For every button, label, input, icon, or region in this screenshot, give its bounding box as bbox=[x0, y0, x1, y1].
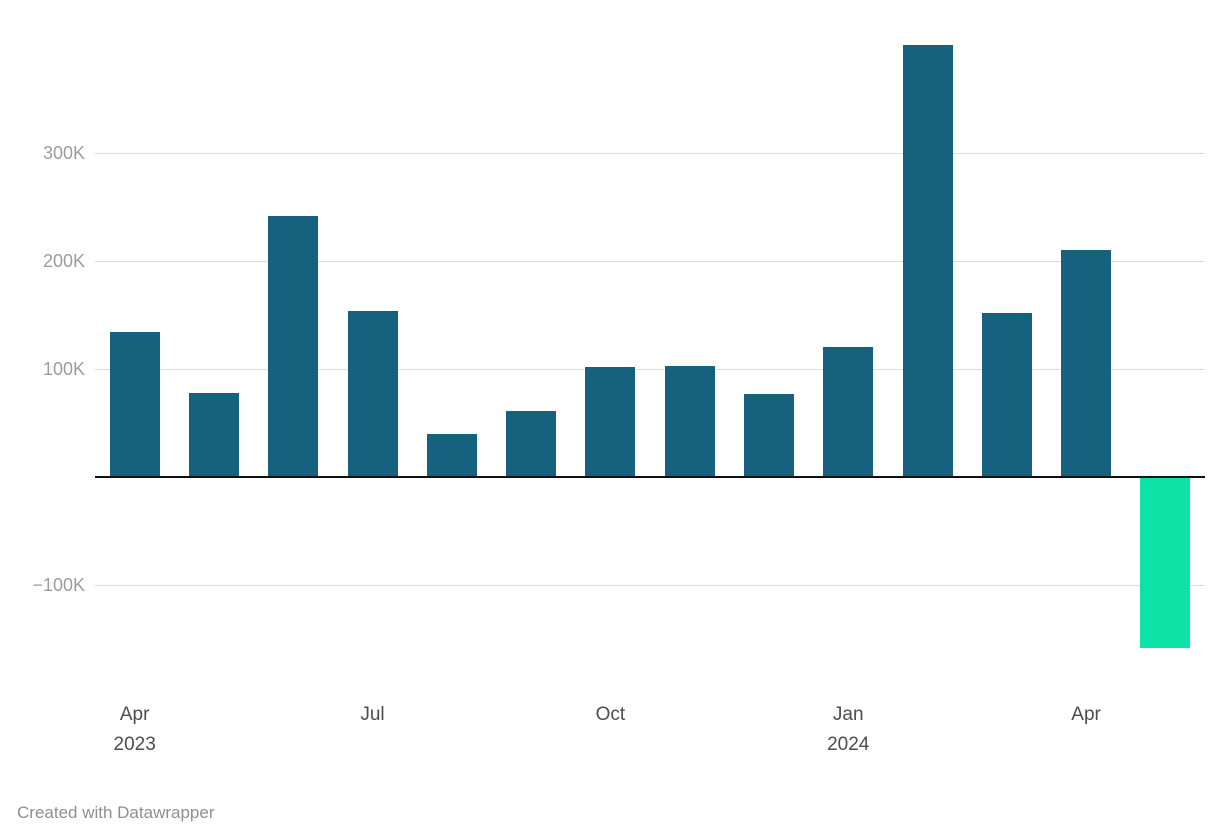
y-axis: 300K 200K 100K −100K bbox=[0, 0, 85, 670]
bar-jun-2023 bbox=[268, 215, 319, 477]
x-tick-label: Jul bbox=[360, 700, 384, 730]
bar-may-2023 bbox=[188, 392, 239, 477]
gridline bbox=[95, 585, 1205, 586]
x-tick-month: Jan bbox=[832, 704, 864, 725]
bar-jan-2024 bbox=[823, 347, 874, 477]
x-tick-year: 2024 bbox=[827, 734, 870, 755]
x-tick-label: Apr 2023 bbox=[114, 700, 156, 760]
x-tick-month: Apr bbox=[1071, 704, 1101, 725]
x-tick-label: Apr bbox=[1071, 700, 1101, 730]
bar-may-2024 bbox=[1140, 477, 1191, 648]
gridline bbox=[95, 261, 1205, 262]
x-tick-label: Jan 2024 bbox=[827, 700, 869, 760]
datawrapper-credit[interactable]: Created with Datawrapper bbox=[17, 803, 215, 822]
bar-feb-2024 bbox=[902, 45, 953, 477]
bar-nov-2023 bbox=[664, 365, 715, 477]
x-tick-year: 2023 bbox=[113, 734, 156, 755]
gridline bbox=[95, 369, 1205, 370]
bar-sep-2023 bbox=[506, 411, 557, 477]
zero-baseline bbox=[95, 476, 1205, 478]
bar-oct-2023 bbox=[585, 366, 636, 477]
bar-apr-2023 bbox=[109, 332, 160, 477]
y-tick-label: 100K bbox=[42, 359, 85, 379]
y-tick-label: 200K bbox=[42, 251, 85, 271]
bar-aug-2023 bbox=[426, 433, 477, 477]
x-axis: Apr 2023 Jul Oct Jan 2024 Apr bbox=[95, 700, 1205, 770]
x-tick-month: Oct bbox=[595, 704, 626, 725]
gridline bbox=[95, 153, 1205, 154]
bar-mar-2024 bbox=[981, 312, 1032, 477]
x-tick-label: Oct bbox=[596, 700, 626, 730]
x-tick-month: Apr bbox=[119, 704, 150, 725]
x-tick-month: Jul bbox=[360, 704, 385, 725]
y-tick-label: 300K bbox=[42, 143, 85, 163]
plot-area bbox=[95, 0, 1205, 670]
bar-apr-2024 bbox=[1061, 250, 1112, 477]
bar-dec-2023 bbox=[743, 393, 794, 477]
y-tick-label: −100K bbox=[32, 575, 85, 595]
bar-jul-2023 bbox=[347, 310, 398, 477]
